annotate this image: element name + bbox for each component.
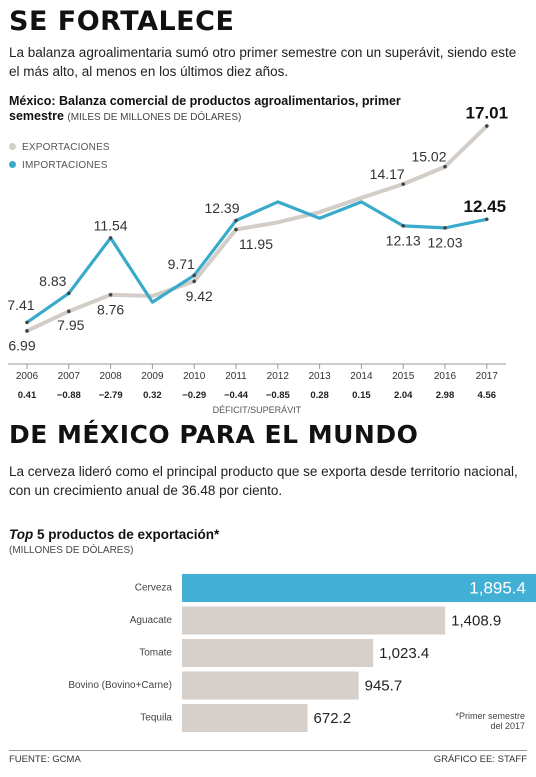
imports-data-label: 11.54 xyxy=(94,218,128,234)
balance-value: 0.28 xyxy=(310,390,329,401)
exports-point xyxy=(443,164,447,169)
imports-series-line xyxy=(25,200,489,324)
category-label: Aguacate xyxy=(130,615,173,626)
balance-value: −0.29 xyxy=(182,390,206,401)
balance-value: −2.79 xyxy=(99,390,123,401)
bar-1 xyxy=(182,606,446,635)
exports-series-line xyxy=(25,124,489,333)
imports-point xyxy=(192,273,196,278)
exports-point xyxy=(401,182,406,186)
exports-data-label: 9.42 xyxy=(186,288,213,304)
x-tick-label: 2012 xyxy=(267,371,290,382)
balance-value: −0.85 xyxy=(266,390,291,401)
category-label: Tequila xyxy=(140,713,172,724)
x-tick-label: 2014 xyxy=(350,371,373,382)
bar-value-label: 1,895.4 xyxy=(469,578,526,597)
exports-point xyxy=(485,124,489,128)
bar-value-label: 1,408.9 xyxy=(451,612,501,629)
category-label: Cerveza xyxy=(135,583,173,594)
x-tick-label: 2016 xyxy=(434,371,457,382)
balance-axis-label: DÉFICIT/SUPERÁVIT xyxy=(213,405,302,415)
imports-data-label: 8.83 xyxy=(39,273,66,289)
trade-balance-line-chart: 2006 0.41 2007 −0.88 2008 −2.79 2009 0.32 2010 −0… xyxy=(7,104,509,415)
exports-point xyxy=(25,329,29,333)
x-tick-label: 2009 xyxy=(141,371,164,382)
footer-divider xyxy=(9,750,527,751)
balance-value: 2.98 xyxy=(436,390,455,401)
balance-value: 2.04 xyxy=(394,390,413,401)
exports-point xyxy=(67,309,71,314)
graphic-credit: GRÁFICO EE: STAFF xyxy=(433,754,527,765)
bar-4 xyxy=(182,704,308,732)
category-label: Bovino (Bovino+Carne) xyxy=(68,680,172,691)
balance-value: −0.44 xyxy=(224,390,249,401)
category-label: Tomate xyxy=(139,648,172,659)
legend-exports: EXPORTACIONES xyxy=(9,142,110,153)
balance-value: 0.32 xyxy=(143,390,162,401)
lead-paragraph-1: La balanza agroalimentaria sumó otro pri… xyxy=(9,45,517,79)
exports-point xyxy=(108,292,113,297)
x-tick-label: 2013 xyxy=(308,371,331,382)
exports-data-label: 17.01 xyxy=(466,104,509,123)
chart-2-title-rest: 5 productos de exportación* xyxy=(33,527,220,542)
bar-0 xyxy=(182,574,536,602)
exports-data-label: 11.95 xyxy=(239,236,273,252)
chart-2-unit: (MILLONES DE DÓLARES) xyxy=(9,545,134,556)
imports-point xyxy=(67,291,71,296)
legend-exports-label: EXPORTACIONES xyxy=(22,142,110,153)
exports-point xyxy=(192,279,196,284)
x-tick-label: 2007 xyxy=(58,371,81,382)
imports-point xyxy=(401,224,406,228)
imports-data-label: 12.13 xyxy=(386,233,421,249)
bar-value-label: 945.7 xyxy=(365,677,403,694)
chart-1-unit: (MILES DE MILLONES DE DÓLARES) xyxy=(67,112,242,123)
headline-2: DE MÉXICO PARA EL MUNDO xyxy=(9,420,419,449)
chart-2-title: Top 5 productos de exportación* xyxy=(9,527,219,542)
exports-point xyxy=(234,227,238,232)
source-credit: FUENTE: GCMA xyxy=(9,754,81,765)
exports-data-label: 14.17 xyxy=(370,166,405,182)
balance-value: −0.88 xyxy=(57,390,81,401)
x-tick-label: 2010 xyxy=(183,371,206,382)
bar-2 xyxy=(182,639,374,667)
x-tick-label: 2006 xyxy=(16,371,39,382)
legend-imports: IMPORTACIONES xyxy=(9,160,108,171)
x-tick-label: 2008 xyxy=(99,371,122,382)
footnote: *Primer semestre del 2017 xyxy=(455,711,525,731)
imports-point xyxy=(234,218,238,223)
imports-point xyxy=(485,217,489,222)
chart-1-title-text: México: Balanza comercial de productos a… xyxy=(9,94,401,123)
imports-data-label: 12.03 xyxy=(427,235,462,251)
exports-data-label: 6.99 xyxy=(8,338,35,354)
x-tick-label: 2017 xyxy=(476,371,499,382)
legend-exports-swatch xyxy=(9,143,16,150)
x-tick-label: 2011 xyxy=(225,371,247,382)
imports-data-label: 7.41 xyxy=(7,297,34,313)
bar-value-label: 1,023.4 xyxy=(379,645,429,662)
imports-point xyxy=(25,320,29,325)
exports-data-label: 7.95 xyxy=(57,317,84,333)
exports-data-label: 8.76 xyxy=(97,301,124,317)
balance-value: 0.41 xyxy=(18,390,37,401)
imports-point xyxy=(108,236,113,240)
imports-point xyxy=(443,226,447,230)
x-tick-label: 2015 xyxy=(392,371,415,382)
balance-value: 0.15 xyxy=(352,390,371,401)
balance-value: 4.56 xyxy=(478,390,497,401)
lead-paragraph-2: La cerveza lideró como el principal prod… xyxy=(9,464,518,498)
legend-imports-swatch xyxy=(9,161,16,168)
imports-data-label: 12.45 xyxy=(464,197,507,216)
chart-2-title-emphasis: Top xyxy=(9,527,34,542)
imports-data-label: 12.39 xyxy=(204,200,239,216)
chart-1-title: México: Balanza comercial de productos a… xyxy=(9,94,404,125)
imports-data-label: 9.71 xyxy=(168,256,195,272)
exports-data-label: 15.02 xyxy=(411,148,446,164)
legend-imports-label: IMPORTACIONES xyxy=(22,160,108,171)
bar-3 xyxy=(182,671,359,700)
headline-1: SE FORTALECE xyxy=(9,6,235,37)
bar-value-label: 672.2 xyxy=(314,710,352,727)
